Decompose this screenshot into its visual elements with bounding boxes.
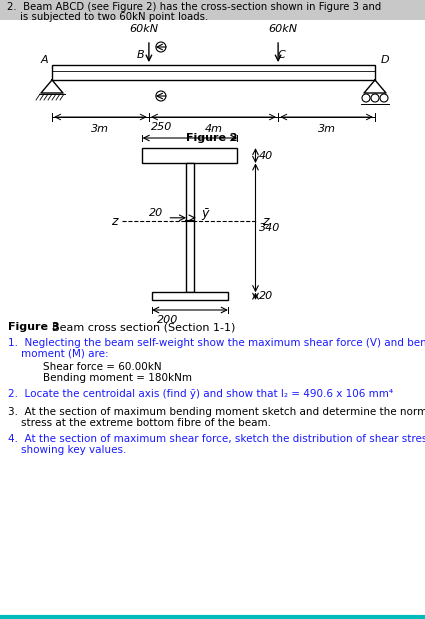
Text: 1.  Neglecting the beam self-weight show the maximum shear force (V) and bending: 1. Neglecting the beam self-weight show …: [8, 338, 425, 348]
Text: moment (M) are:: moment (M) are:: [8, 349, 109, 359]
Text: 340: 340: [258, 223, 280, 233]
Text: 200: 200: [157, 315, 178, 325]
Text: stress at the extreme bottom fibre of the beam.: stress at the extreme bottom fibre of th…: [8, 418, 271, 428]
Text: z: z: [262, 215, 269, 228]
Text: ȳ: ȳ: [202, 207, 209, 220]
Circle shape: [362, 94, 370, 102]
Text: Beam cross section (Section 1-1): Beam cross section (Section 1-1): [52, 322, 235, 332]
Text: D: D: [381, 55, 389, 65]
Bar: [52, 65, 375, 80]
Text: A: A: [40, 55, 48, 65]
Text: 3m: 3m: [91, 124, 110, 134]
Circle shape: [156, 42, 166, 52]
Circle shape: [156, 91, 166, 101]
Bar: [186, 163, 194, 292]
Text: Figure 2: Figure 2: [186, 133, 238, 143]
Text: 4m: 4m: [204, 124, 223, 134]
Text: C: C: [277, 50, 285, 60]
Text: 2.  Beam ABCD (see Figure 2) has the cross-section shown in Figure 3 and: 2. Beam ABCD (see Figure 2) has the cros…: [7, 2, 381, 12]
Text: Bending moment = 180kNm: Bending moment = 180kNm: [43, 373, 192, 383]
Text: 2.  Locate the centroidal axis (find ỹ) and show that I₂ = 490.6 x 106 mm⁴: 2. Locate the centroidal axis (find ỹ) a…: [8, 389, 393, 399]
Text: 250: 250: [150, 122, 172, 132]
Text: 40: 40: [258, 150, 273, 160]
Text: 4.  At the section of maximum shear force, sketch the distribution of shear stre: 4. At the section of maximum shear force…: [8, 434, 425, 444]
Text: z: z: [111, 215, 118, 228]
Text: Figure 3 Beam cross section (Section 1-1): Figure 3 Beam cross section (Section 1-1…: [0, 618, 1, 619]
Text: showing key values.: showing key values.: [8, 445, 126, 455]
Bar: [152, 292, 228, 300]
Circle shape: [380, 94, 388, 102]
Text: 20: 20: [258, 291, 273, 301]
Bar: [0, 0, 425, 20]
Text: 60kN: 60kN: [269, 24, 298, 34]
Bar: [142, 148, 238, 163]
Text: Figure 3: Figure 3: [8, 322, 63, 332]
Text: B: B: [137, 50, 144, 60]
Text: is subjected to two 60kN point loads.: is subjected to two 60kN point loads.: [7, 12, 208, 22]
Text: 3m: 3m: [317, 124, 336, 134]
Circle shape: [371, 94, 379, 102]
Text: 60kN: 60kN: [129, 24, 159, 34]
Text: Shear force = 60.00kN: Shear force = 60.00kN: [43, 362, 162, 372]
Text: 3.  At the section of maximum bending moment sketch and determine the normal: 3. At the section of maximum bending mom…: [8, 407, 425, 417]
Text: 20: 20: [149, 208, 163, 218]
